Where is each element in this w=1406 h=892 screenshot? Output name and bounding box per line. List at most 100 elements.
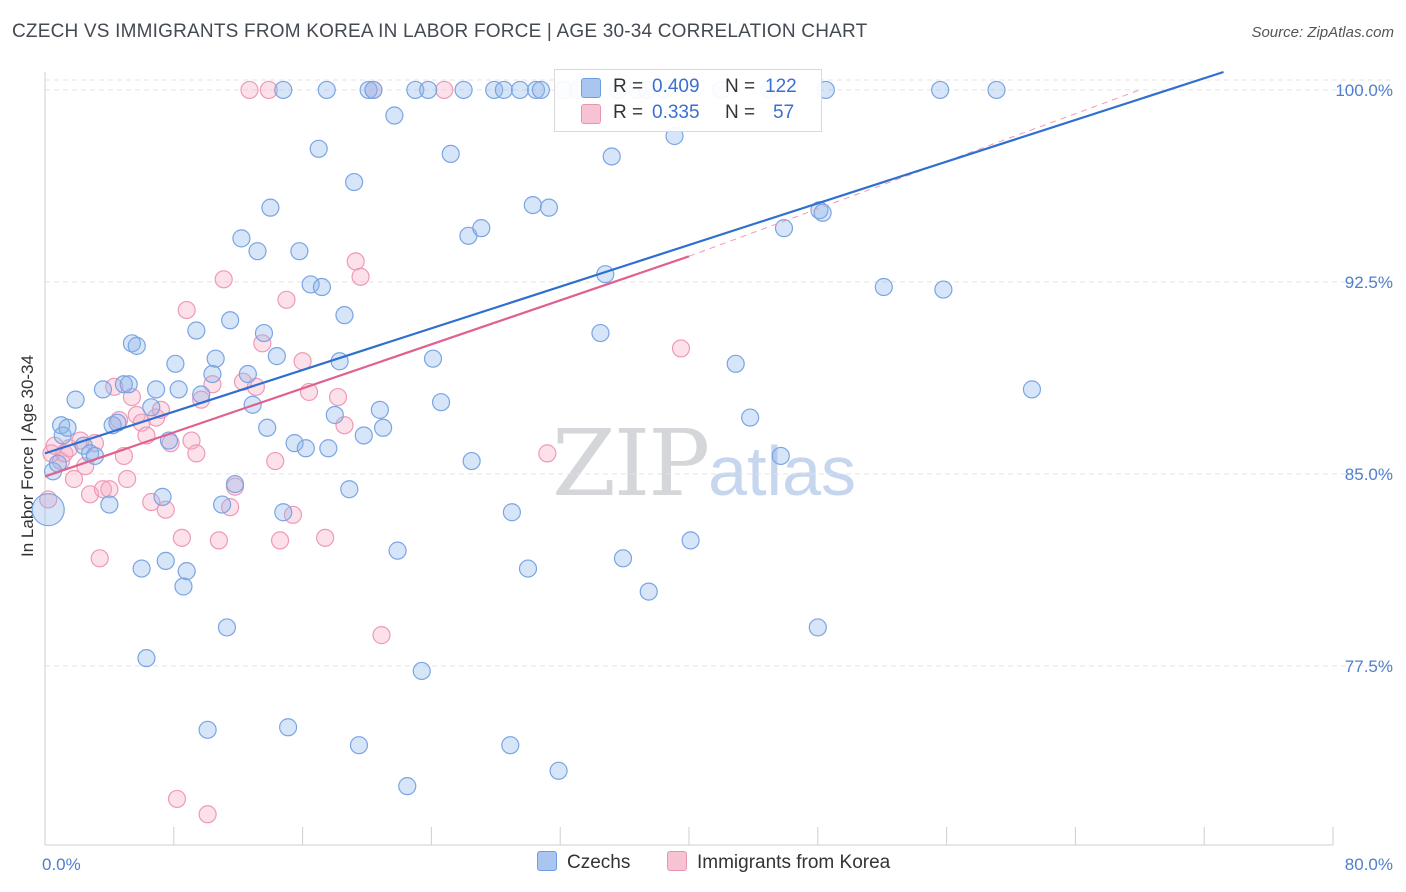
czech-point [31, 493, 65, 527]
czech-point [406, 80, 425, 100]
czech-point [317, 80, 336, 100]
czech-point [374, 418, 393, 437]
czech-point [66, 390, 85, 409]
czech-point [934, 280, 953, 299]
czechs-legend-label: Czechs [567, 852, 631, 873]
czech-point [501, 736, 520, 755]
r-label: R = [613, 102, 644, 123]
czech-point [217, 618, 237, 637]
korea-point [90, 549, 109, 568]
czech-point [485, 80, 504, 100]
korea-point [172, 528, 191, 547]
czech-point [539, 198, 559, 217]
czechs-legend-swatch [537, 851, 557, 871]
watermark-zip: ZIP [552, 410, 710, 517]
czech-point [364, 80, 383, 100]
czech-point [441, 144, 460, 164]
czech-point [261, 198, 280, 217]
czech-point [419, 80, 438, 100]
czech-point [613, 549, 633, 568]
korea-point [118, 469, 137, 489]
axes [44, 72, 1334, 846]
korea-point [187, 444, 206, 463]
czech-point [340, 480, 359, 499]
y-tick-label: 100.0% [1335, 81, 1393, 100]
korea-trend-line [44, 255, 690, 478]
czech-point [232, 229, 251, 248]
czech-point [119, 375, 138, 394]
czech-point [591, 323, 610, 343]
czech-point [58, 418, 77, 437]
czech-point [398, 777, 417, 796]
czech-trend-line [44, 70, 1224, 455]
czech-point [153, 487, 172, 506]
czech-point [146, 380, 166, 399]
korea-point [259, 80, 278, 100]
czech-point [319, 439, 338, 458]
korea-point [214, 270, 233, 289]
korea-point [71, 431, 90, 450]
czech-point [423, 349, 443, 368]
legend-row-czechs: R = 0.409 N = 122 [555, 75, 821, 101]
czech-point [285, 434, 304, 453]
czechs-n-value: 122 [765, 76, 797, 97]
legend-item-korea: Immigrants from Korea [667, 851, 890, 874]
czech-point [274, 80, 293, 100]
czech-point [510, 80, 530, 100]
korea-point [39, 490, 58, 509]
czech-point [874, 277, 893, 297]
czech-point [290, 242, 309, 261]
korea-point [270, 531, 290, 550]
korea-swatch [581, 104, 601, 124]
czech-point [549, 761, 568, 780]
czech-point [142, 398, 161, 417]
czech-point [526, 80, 546, 100]
trend-lines [44, 70, 1224, 478]
czech-point [122, 334, 142, 353]
czech-point [156, 551, 175, 570]
czech-point [388, 541, 407, 560]
watermark: ZIPatlas [552, 410, 856, 517]
y-tick-label: 92.5% [1345, 273, 1393, 292]
czech-point [349, 736, 369, 755]
n-label: N = [725, 76, 756, 97]
czech-point [813, 203, 832, 222]
korea-r-value: 0.335 [652, 102, 700, 123]
czech-point [213, 495, 232, 514]
czech-point [137, 649, 156, 668]
czech-point [370, 400, 389, 419]
y-tick-label: 77.5% [1345, 657, 1393, 676]
source-label: Source: ZipAtlas.com [1251, 24, 1394, 41]
czech-point [472, 219, 491, 238]
korea-point [346, 252, 365, 271]
korea-point [93, 480, 113, 499]
czech-point [248, 242, 267, 261]
legend-item-czechs: Czechs [537, 851, 630, 874]
korea-point [671, 339, 691, 358]
korea-point [142, 492, 161, 512]
korea-point [316, 528, 335, 547]
czech-point [274, 503, 293, 522]
x-tick-label-max: 80.0% [1345, 855, 1393, 874]
czech-point [177, 562, 196, 581]
korea-legend-swatch [667, 851, 687, 871]
czech-point [132, 559, 151, 578]
czech-point [296, 439, 315, 458]
korea-point [538, 444, 557, 463]
korea-point [372, 626, 391, 645]
czech-point [93, 380, 113, 399]
korea-point [100, 480, 119, 499]
watermark-atlas: atlas [708, 432, 857, 510]
czech-point [127, 336, 146, 355]
korea-point [351, 267, 370, 286]
czech-point [238, 364, 257, 384]
czech-point [301, 275, 320, 294]
czech-point [494, 80, 513, 100]
czech-point [454, 80, 473, 100]
czech-point [108, 413, 127, 432]
legend-row-korea: R = 0.335 N = 57 [555, 101, 821, 127]
czech-point [335, 306, 354, 325]
czech-point [309, 139, 328, 158]
korea-point [277, 290, 296, 309]
y-tick-labels: 77.5% 85.0% 92.5% 100.0% [1335, 81, 1393, 676]
